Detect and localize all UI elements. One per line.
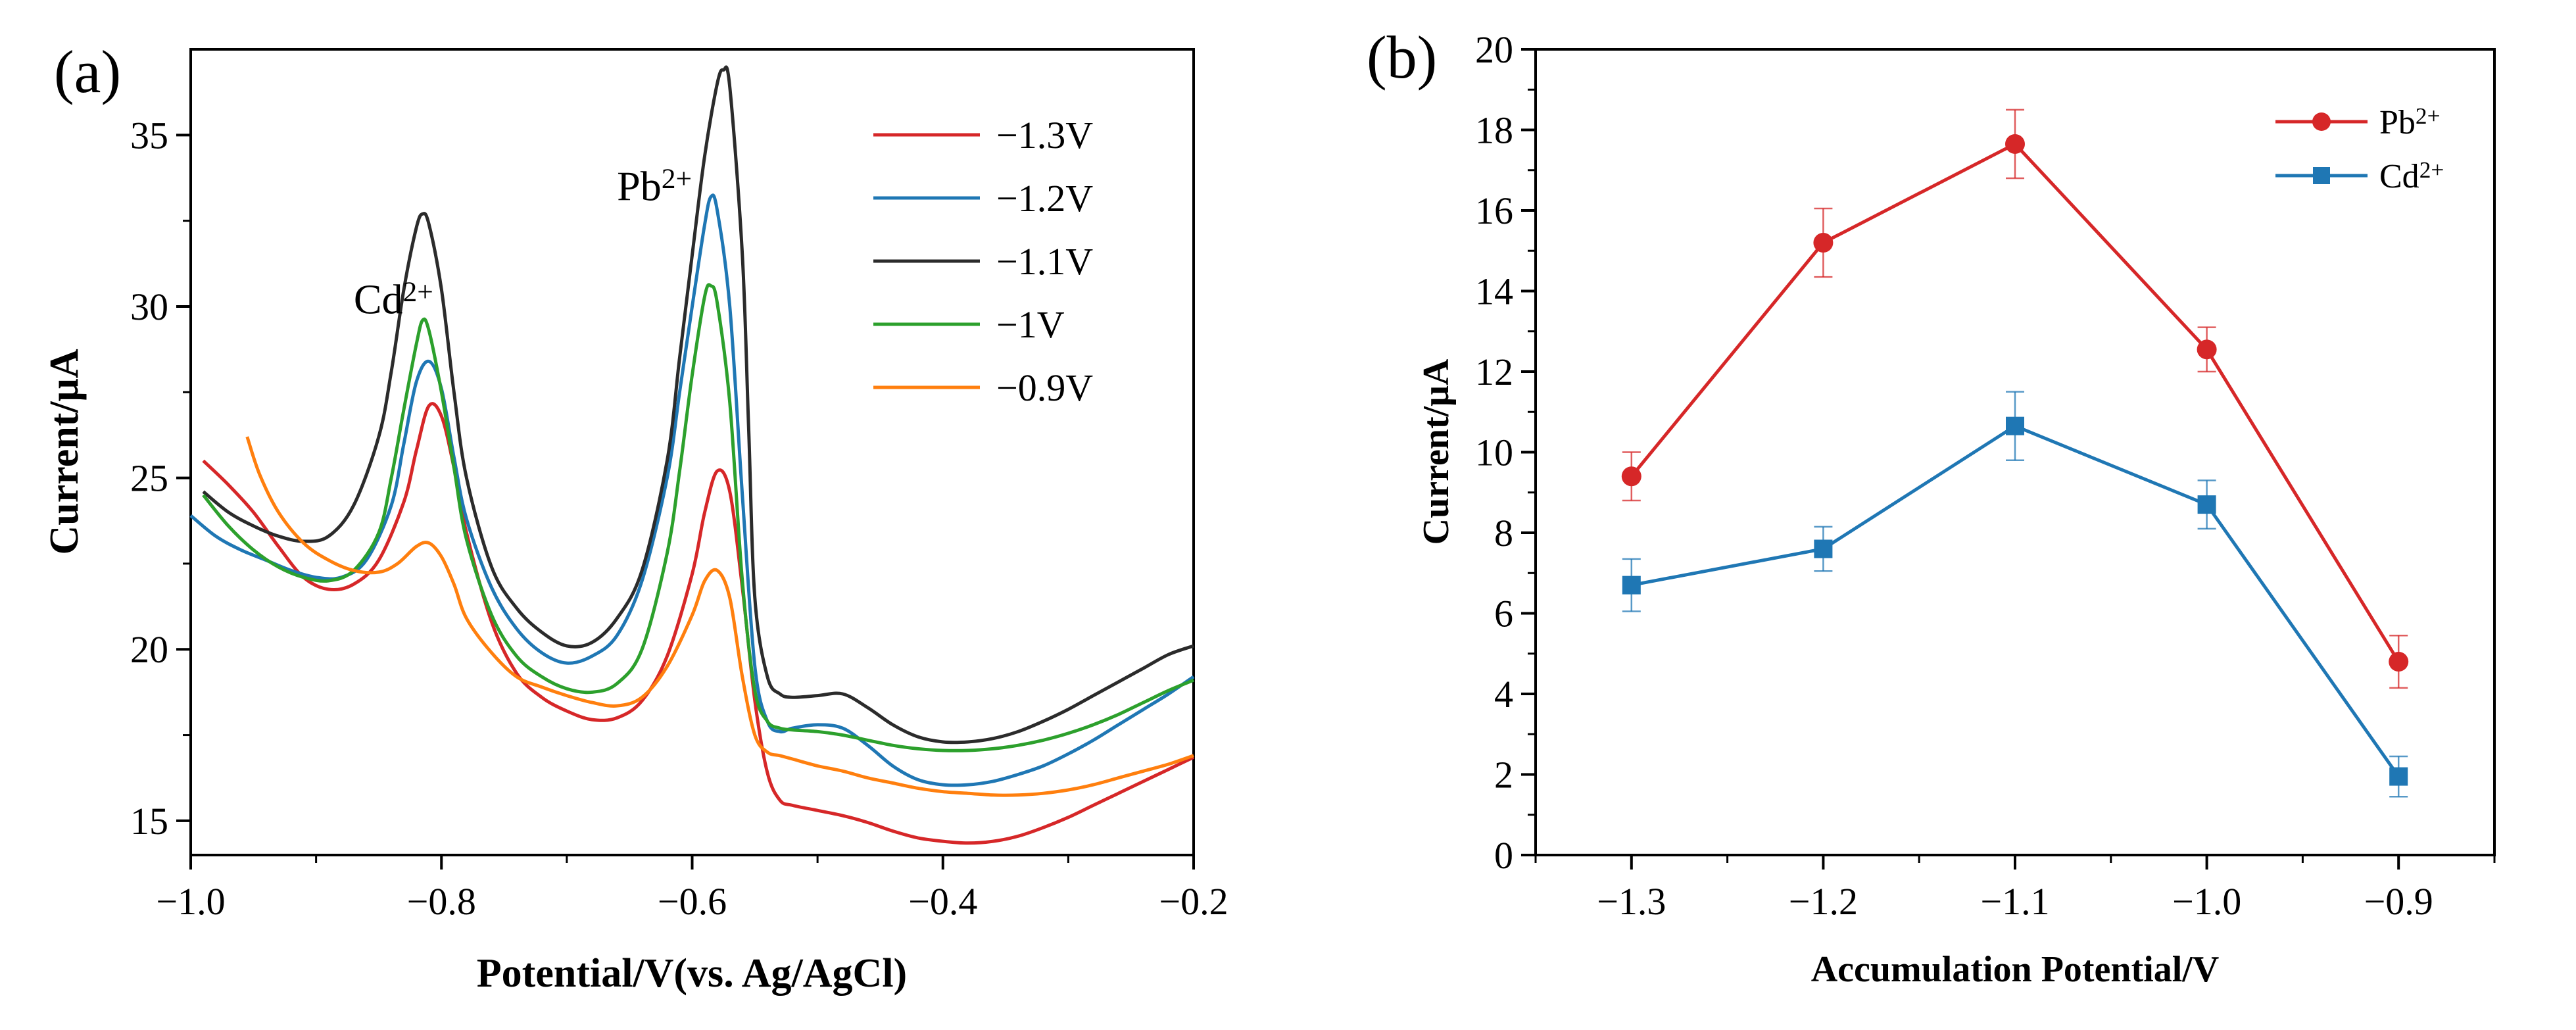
panel-a-x-axis-title: Potential/V(vs. Ag/AgCl)	[477, 951, 907, 996]
legend-label-0: Pb2+	[2379, 103, 2441, 141]
legend-label-0: −1.3V	[996, 114, 1093, 157]
y-tick-label: 20	[130, 628, 168, 671]
panel-a-label: (a)	[54, 38, 121, 105]
y-tick-label: 18	[1475, 109, 1513, 152]
legend-label-3: −1V	[996, 303, 1065, 346]
data-point	[1621, 466, 1641, 487]
series-line-2	[202, 65, 1194, 745]
legend-marker-0	[2312, 112, 2331, 131]
panel-b-y-axis-title: Current/μA	[1416, 358, 1457, 545]
data-point	[2006, 416, 2024, 435]
panel-a-x-ticks: −1.0 −0.8 −0.6 −0.4 −0.2	[156, 855, 1228, 923]
y-tick-label: 35	[130, 114, 168, 157]
series-line-3	[202, 283, 1194, 752]
panel-b-x-ticks: −1.3 −1.2 −1.1 −1.0 −0.9	[1534, 855, 2496, 923]
x-tick-label: −1.1	[1980, 880, 2049, 923]
series-line-1	[189, 193, 1195, 787]
y-tick-label: 15	[130, 800, 168, 843]
data-point	[2389, 767, 2408, 786]
y-tick-label: 30	[130, 285, 168, 328]
panel-a-series	[189, 65, 1195, 845]
y-tick-label: 25	[130, 457, 168, 500]
data-point	[1622, 576, 1641, 595]
y-tick-label: 6	[1494, 593, 1513, 635]
data-point	[1814, 539, 1833, 558]
y-tick-label: 8	[1494, 512, 1513, 554]
y-tick-label: 2	[1494, 754, 1513, 797]
panel-a-y-axis-title: Current/μA	[42, 349, 87, 554]
x-tick-label: −0.9	[2364, 880, 2433, 923]
panel-a-frame	[189, 48, 1195, 856]
legend-label-1: Cd2+	[2379, 157, 2444, 195]
data-point	[2005, 134, 2025, 154]
data-point	[1813, 233, 1834, 253]
y-tick-label: 16	[1475, 189, 1513, 232]
y-tick-label: 4	[1494, 673, 1513, 716]
panel-b-legend: Pb2+ Cd2+	[2275, 103, 2444, 195]
panel-a-legend: −1.3V −1.2V −1.1V −1V −0.9V	[873, 114, 1093, 409]
x-tick-label: −1.2	[1789, 880, 1858, 923]
y-tick-label: 20	[1475, 28, 1513, 71]
legend-label-2: −1.1V	[996, 240, 1093, 283]
peak-label-cd: Cd2+	[354, 276, 433, 322]
panel-b-series	[1621, 109, 2409, 798]
x-tick-label: −1.0	[156, 880, 225, 923]
y-tick-label: 14	[1475, 270, 1513, 313]
series-line-4	[245, 436, 1194, 797]
panel-a-annotations: Cd2+ Pb2+	[354, 162, 692, 322]
x-tick-label: −0.4	[908, 880, 977, 923]
y-tick-label: 10	[1475, 431, 1513, 474]
x-tick-label: −0.8	[407, 880, 476, 923]
y-tick-label: 12	[1475, 351, 1513, 393]
legend-label-4: −0.9V	[996, 366, 1093, 409]
x-tick-label: −0.2	[1159, 880, 1228, 923]
data-point	[2197, 339, 2217, 360]
panel-a: (a) 15 20 25 30 35 −1.0 −0.8 −0.6 −0.4 −0.2 Cd2+…	[42, 38, 1228, 996]
panel-b-x-axis-title: Accumulation Potential/V	[1811, 949, 2220, 990]
data-point	[2197, 495, 2216, 514]
x-tick-label: −1.0	[2172, 880, 2241, 923]
legend-label-1: −1.2V	[996, 177, 1093, 220]
panel-b: (b) 0 2 4 6 8 10 12 14 16 18 20 −1.3 −1.2 −1.1 −1.0 −0…	[1367, 24, 2496, 990]
series-line-1	[1631, 424, 2400, 778]
legend-marker-1	[2313, 167, 2330, 184]
x-tick-label: −1.3	[1597, 880, 1666, 923]
panel-a-y-ticks: 15 20 25 30 35	[130, 114, 191, 843]
panel-b-y-ticks: 0 2 4 6 8 10 12 14 16 18 20	[1475, 28, 1536, 877]
peak-label-pb: Pb2+	[617, 162, 692, 209]
x-tick-label: −0.6	[658, 880, 727, 923]
y-tick-label: 0	[1494, 834, 1513, 877]
series-line-0	[202, 402, 1195, 845]
panel-b-label: (b)	[1367, 24, 1437, 91]
data-point	[2389, 652, 2409, 672]
